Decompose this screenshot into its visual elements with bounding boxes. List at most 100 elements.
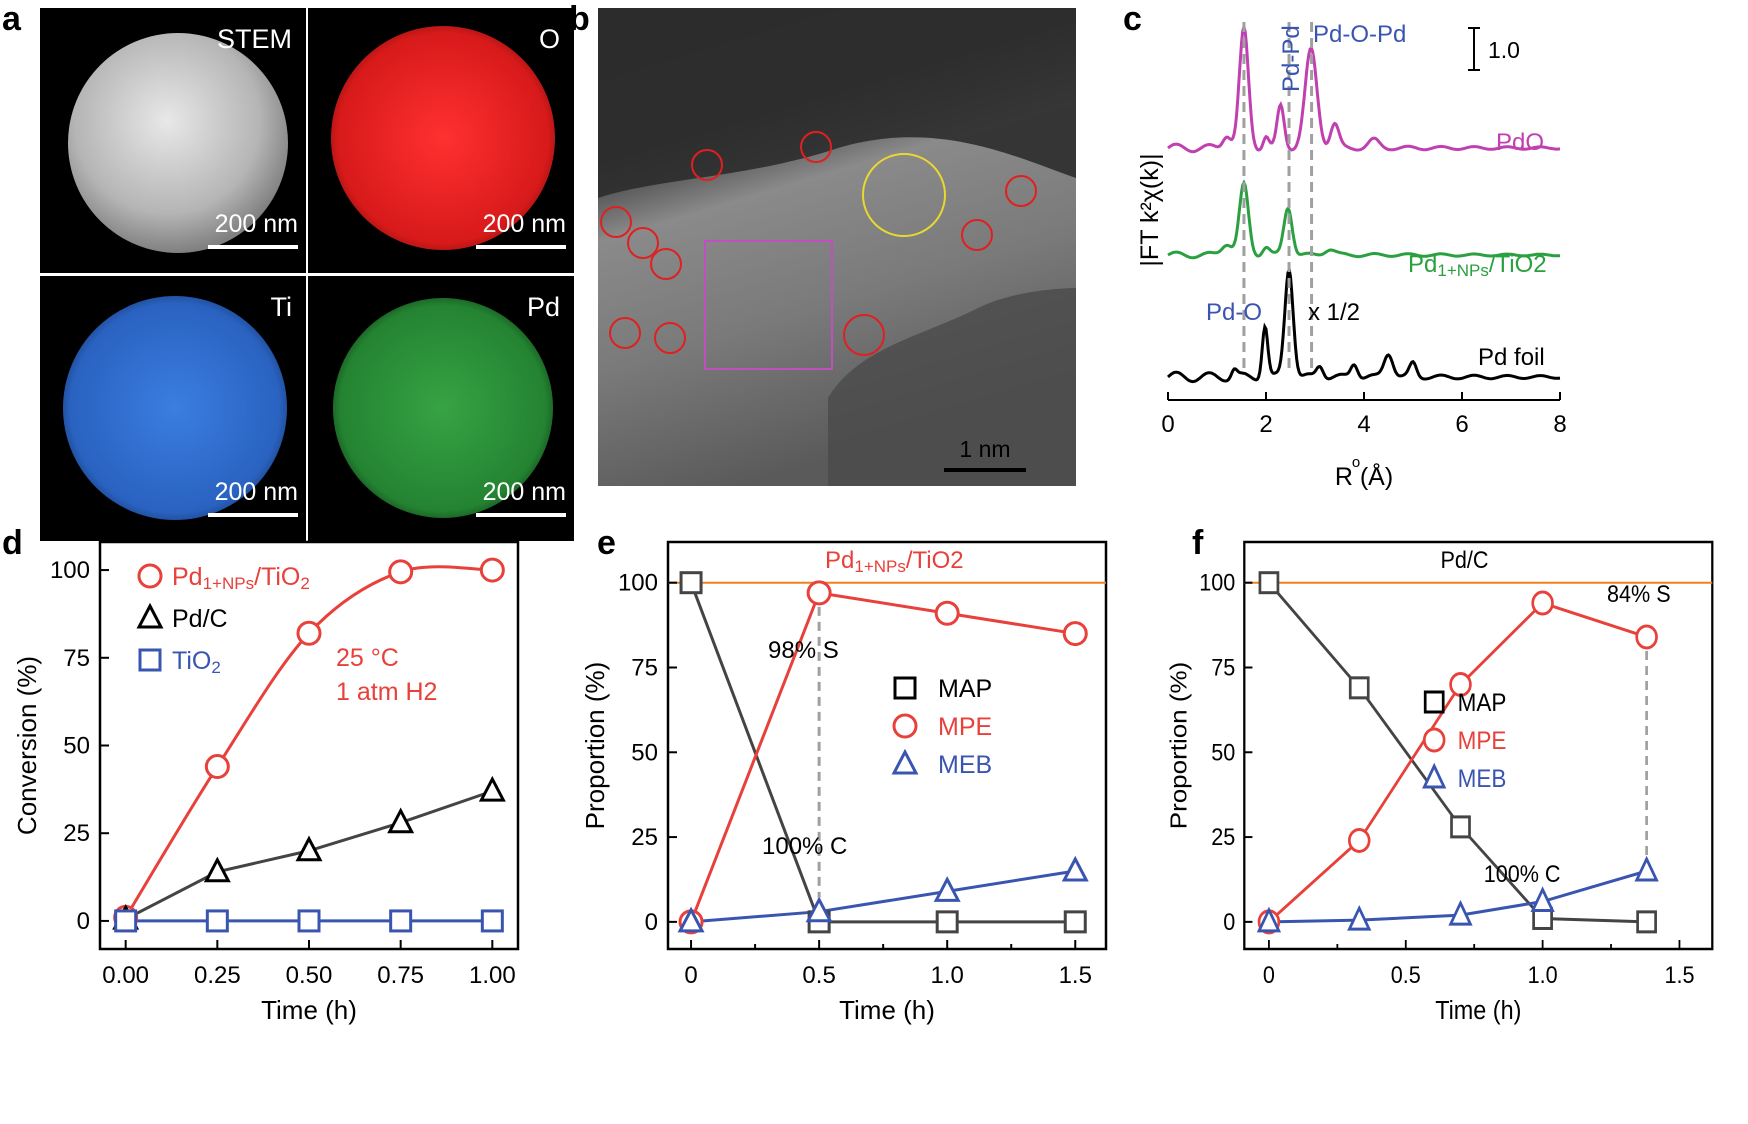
x-axis-label: Time (h)	[1435, 997, 1521, 1025]
x-tick-label: 2	[1259, 411, 1272, 438]
y-axis-label: Proportion (%)	[1167, 662, 1193, 830]
data-point-mpe	[1347, 827, 1371, 853]
tile-palladium-map: Pd 200 nm	[308, 276, 574, 541]
data-point-meb	[677, 906, 705, 933]
x-axis-label: R (Å)	[1335, 461, 1393, 491]
y-tick-label: 50	[63, 733, 90, 760]
tile-label: STEM	[216, 24, 292, 54]
legend-label: Pd1+NPs/TiO2	[172, 563, 310, 593]
y-tick-label: 100	[1199, 569, 1235, 596]
legend-marker	[1422, 727, 1446, 753]
peak-label-pd-pd: Pd-Pd	[1278, 25, 1305, 92]
x-tick-label: 6	[1455, 411, 1468, 438]
data-point-series-0	[479, 557, 505, 583]
peak-label-pd-o-pd: Pd-O-Pd	[1313, 21, 1406, 48]
scale-bar-label: 200 nm	[482, 210, 566, 238]
haadf-image: 1 nm	[598, 8, 1076, 486]
plot-frame	[666, 540, 1108, 951]
palladium-sphere-image	[333, 298, 553, 518]
legend-label: MPE	[938, 713, 992, 741]
data-point-mpe	[1449, 671, 1472, 697]
x-tick-label: 8	[1553, 411, 1566, 438]
data-point-series-2	[114, 909, 138, 933]
data-point-meb	[1061, 855, 1089, 882]
oxygen-sphere-image	[331, 26, 555, 250]
data-point-series-2	[480, 909, 504, 933]
data-point-series-2	[297, 909, 321, 933]
tile-label: O	[538, 24, 560, 54]
selectivity-annotation: 98% S	[768, 637, 839, 664]
legend-label: MEB	[938, 751, 992, 779]
data-point-map	[1258, 571, 1280, 595]
scale-bar-label: 200 nm	[214, 478, 298, 506]
stem-sphere-image	[68, 33, 288, 253]
pressure-annotation: 1 atm H2	[336, 678, 437, 706]
data-point-series-1	[387, 807, 415, 834]
x-tick-label: 0.25	[194, 962, 241, 989]
data-point-series-1	[295, 835, 323, 862]
conversion-annotation: 100% C	[762, 833, 847, 860]
scale-bar-label: 200 nm	[214, 210, 298, 238]
data-point-mpe	[1062, 621, 1088, 647]
y-tick-label: 0	[77, 908, 90, 935]
panel-letter-c: c	[1123, 0, 1142, 38]
x-tick-label: 0	[1263, 961, 1275, 988]
series-line-0	[124, 565, 493, 919]
y-axis-label: Conversion (%)	[12, 656, 42, 835]
data-point-series-1	[478, 775, 506, 802]
panel-letter-f: f	[1192, 524, 1204, 562]
legend-marker	[1423, 690, 1445, 714]
tile-label: Pd	[526, 292, 560, 322]
x-axis-label: Time (h)	[261, 995, 357, 1025]
data-point-map	[935, 910, 959, 934]
panel-c-exafs-plot: 0 2 4 6 8 R (Å) o |FT k²χ(k)| 1.0 Pd-O Pd-Pd…	[1136, 21, 1567, 491]
data-point-meb	[1347, 904, 1372, 931]
panel-f-proportion-plot: 0 25 50 75 100 0 0.5 1.0 1.5 Time (h) Proportion (…	[1167, 540, 1714, 1025]
single-atom-circles	[600, 131, 1037, 356]
curve-label-catalyst: Pd1+NPs/TiO2	[1408, 251, 1547, 280]
data-point-series-0	[388, 559, 414, 585]
tile-titanium-map: Ti 200 nm	[40, 276, 306, 541]
y-tick-label: 100	[618, 570, 658, 597]
data-point-mpe	[1531, 590, 1554, 616]
panel-letter-b: b	[569, 0, 590, 38]
data-point-series-0	[296, 620, 322, 646]
data-point-series-2	[205, 909, 229, 933]
scale-bar	[476, 245, 566, 249]
legend: MAP MPE MEB	[891, 675, 992, 779]
data-point-meb	[805, 896, 833, 923]
temperature-annotation: 25 °C	[336, 644, 399, 672]
series-line-mpe	[1268, 601, 1647, 924]
legend: Pd1+NPs/TiO2 Pd/C TiO2	[136, 563, 310, 677]
data-point-mpe	[934, 600, 960, 626]
x-tick-label: 1.00	[469, 962, 516, 989]
y-tick-label: 100	[50, 557, 90, 584]
series-line-meb	[690, 869, 1076, 924]
scale-bar	[944, 468, 1026, 472]
panel-e-proportion-plot: 0 25 50 75 100 0 0.5 1.0 1.5 Time (h) Proportion (…	[580, 540, 1108, 1025]
y-tick-label: 0	[645, 909, 658, 936]
x-tick-label: 0.50	[286, 962, 333, 989]
data-point-meb	[1448, 899, 1473, 926]
x-tick-label: 0.75	[377, 962, 424, 989]
data-point-map	[1063, 910, 1087, 934]
x-tick-label: 1.5	[1664, 961, 1694, 988]
data-point-map	[1636, 910, 1657, 934]
data-point-map	[679, 571, 703, 595]
data-point-mpe	[806, 580, 832, 606]
panel-b-haadf-image: 1 nm	[598, 8, 1076, 486]
x-tick-label: 1.0	[931, 962, 964, 989]
half-scale-label: x 1/2	[1308, 299, 1360, 326]
legend-marker	[136, 602, 164, 629]
scale-bar	[208, 245, 298, 249]
data-point-map	[1348, 676, 1370, 700]
curve-label-pd-foil: Pd foil	[1478, 344, 1545, 371]
data-point-map	[1450, 815, 1471, 839]
chart-title: Pd/C	[1441, 546, 1489, 573]
scale-bar-label: 1 nm	[959, 436, 1010, 462]
tile-stem: STEM 200 nm	[40, 8, 306, 273]
catalyst-curve	[1167, 179, 1560, 260]
x-tick-label: 4	[1357, 411, 1370, 438]
legend-marker	[1422, 762, 1447, 789]
angstrom-ring: o	[1352, 454, 1360, 471]
